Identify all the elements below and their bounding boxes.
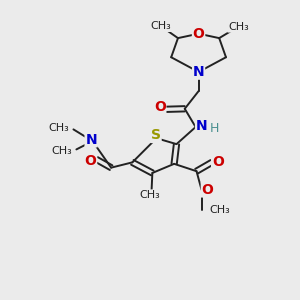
Text: N: N — [196, 118, 207, 133]
Text: O: O — [212, 155, 224, 170]
Text: CH₃: CH₃ — [140, 190, 160, 200]
Text: O: O — [85, 154, 97, 168]
Text: CH₃: CH₃ — [150, 21, 171, 31]
Text: N: N — [85, 133, 97, 147]
Text: O: O — [154, 100, 166, 114]
Text: S: S — [151, 128, 161, 142]
Text: H: H — [210, 122, 219, 135]
Text: N: N — [193, 65, 204, 79]
Text: O: O — [193, 27, 205, 41]
Text: CH₃: CH₃ — [228, 22, 249, 32]
Text: CH₃: CH₃ — [48, 123, 69, 133]
Text: CH₃: CH₃ — [209, 206, 230, 215]
Text: CH₃: CH₃ — [51, 146, 72, 156]
Text: O: O — [202, 183, 213, 197]
